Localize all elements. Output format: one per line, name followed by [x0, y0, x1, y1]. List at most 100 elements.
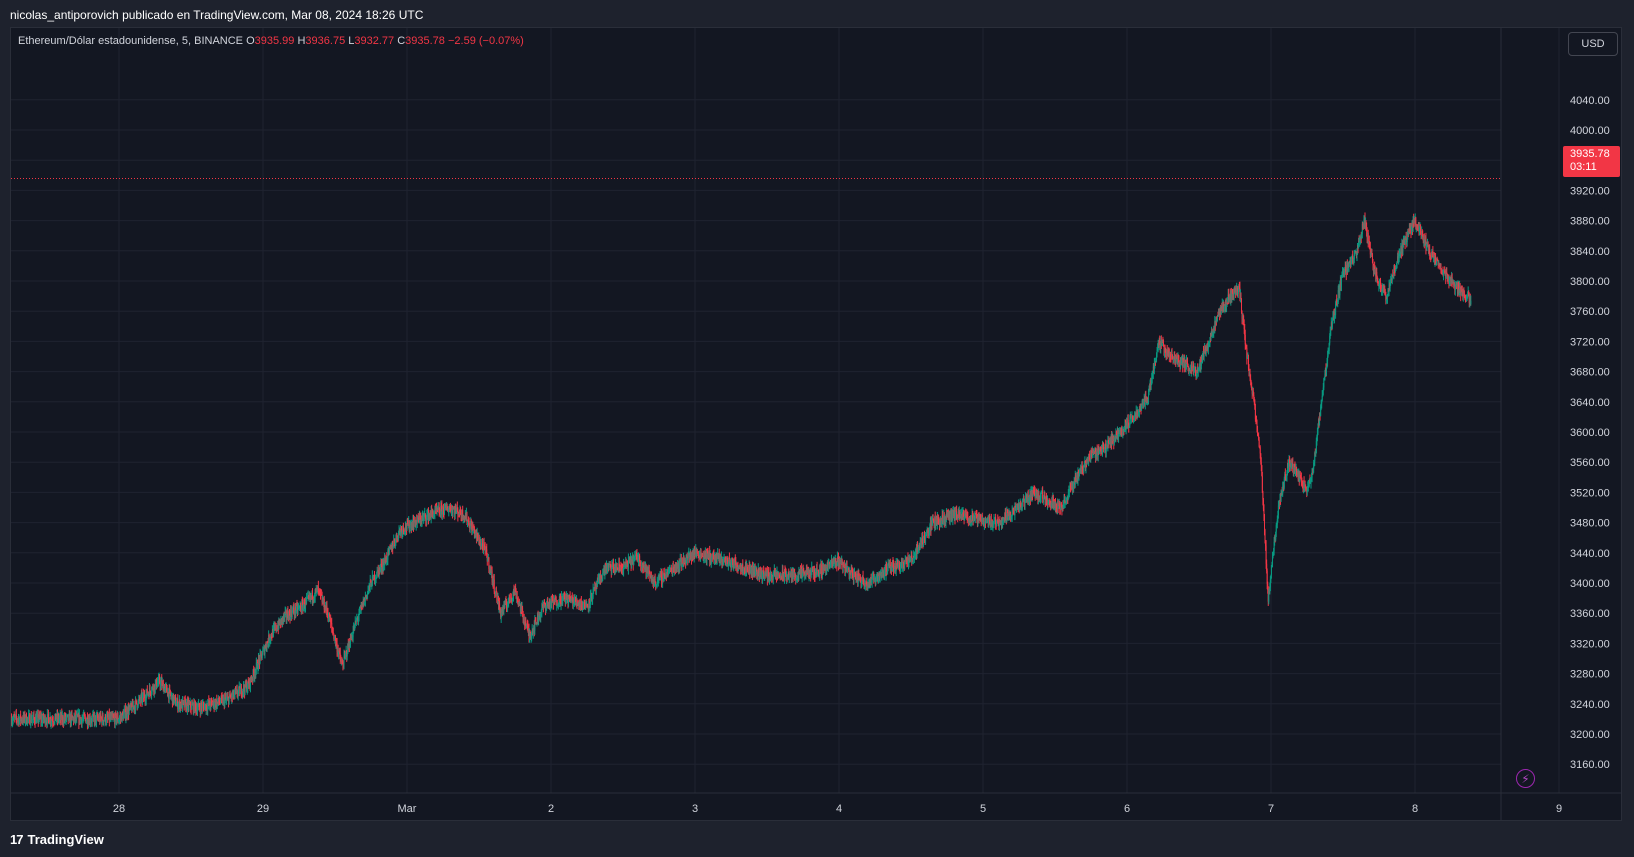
candle-body — [1111, 436, 1113, 446]
candle-body — [853, 574, 855, 580]
candle-body — [683, 556, 685, 562]
candle-body — [1169, 356, 1171, 358]
candle-body — [784, 570, 786, 572]
candle-body — [893, 564, 895, 571]
candle-body — [746, 566, 748, 568]
candle-body — [1188, 367, 1190, 371]
candle-body — [1306, 489, 1308, 493]
candle-body — [925, 534, 927, 540]
candle-body — [237, 691, 239, 696]
candle-body — [949, 512, 951, 522]
candle-body — [1020, 506, 1022, 510]
candle-body — [384, 558, 386, 562]
candle-body — [418, 519, 420, 523]
candle-body — [321, 595, 323, 603]
candle-body — [274, 626, 276, 628]
candle-body — [635, 553, 637, 555]
candle-body — [1092, 452, 1094, 454]
candle-body — [471, 525, 473, 533]
candle-body — [661, 581, 663, 583]
candle-body — [728, 557, 730, 564]
candle-body — [1215, 320, 1217, 323]
candle-body — [1154, 362, 1156, 364]
candle-body — [345, 652, 347, 656]
candle-body — [245, 683, 247, 687]
candle-body — [206, 704, 208, 709]
candle-body — [899, 567, 901, 569]
candle-body — [1254, 409, 1256, 420]
candle-body — [588, 599, 590, 606]
candle-body — [506, 604, 508, 607]
candle-body — [603, 568, 605, 573]
candle-body — [673, 568, 675, 571]
candle-body — [317, 586, 319, 590]
candle-body — [214, 701, 216, 706]
candle-body — [1111, 436, 1113, 446]
candle-body — [928, 532, 930, 534]
candle-body — [73, 717, 75, 722]
candle-body — [456, 507, 458, 510]
candle-body — [1049, 502, 1051, 506]
candle-body — [841, 560, 843, 565]
candle-body — [233, 694, 235, 697]
candle-body — [1237, 291, 1239, 295]
candle-body — [161, 682, 163, 686]
candle-body — [395, 533, 397, 539]
candle-body — [348, 642, 350, 649]
candle-body — [638, 555, 640, 557]
candle-body — [1099, 447, 1101, 451]
candle-body — [631, 559, 633, 566]
candle-body — [347, 644, 349, 654]
candle-body — [353, 627, 355, 632]
candle-body — [1318, 421, 1320, 426]
x-tick-label: 3 — [692, 803, 698, 815]
candle-body — [1177, 358, 1179, 362]
candle-body — [1082, 471, 1084, 473]
candle-body — [519, 604, 521, 612]
candle-body — [848, 567, 850, 570]
candle-body — [226, 696, 228, 699]
candle-body — [850, 568, 852, 576]
x-tick-label: 4 — [836, 803, 842, 815]
candle-body — [635, 553, 637, 556]
candle-body — [384, 558, 386, 565]
candle-body — [173, 698, 175, 703]
candle-body — [301, 602, 303, 604]
candle-body — [820, 565, 822, 574]
candle-body — [855, 574, 857, 580]
candle-body — [755, 569, 757, 571]
candle-body — [604, 568, 606, 575]
candle-body — [1129, 416, 1131, 420]
candle-body — [255, 669, 257, 674]
candle-body — [957, 512, 959, 520]
candle-body — [307, 596, 309, 598]
candle-body — [556, 603, 558, 606]
candle-body — [966, 515, 968, 518]
candle-body — [436, 509, 438, 511]
candle-body — [758, 572, 760, 577]
candle-body — [867, 582, 869, 588]
candle-body — [1316, 433, 1318, 437]
candle-body — [964, 513, 966, 516]
candle-body — [427, 510, 429, 514]
candle-body — [493, 579, 495, 583]
candle-body — [782, 574, 784, 578]
candle-body — [551, 598, 553, 606]
candle-body — [209, 700, 211, 706]
candle-body — [637, 558, 639, 562]
candle-body — [930, 521, 932, 531]
candle-body — [1100, 450, 1102, 452]
candle-body — [99, 714, 101, 722]
candle-body — [1101, 450, 1103, 452]
chart-pane[interactable] — [10, 27, 1622, 821]
candle-body — [1080, 468, 1082, 471]
candle-body — [546, 602, 548, 606]
candle-body — [676, 565, 678, 569]
candle-body — [695, 548, 697, 555]
candle-body — [270, 634, 272, 637]
candle-body — [864, 583, 866, 587]
candle-body — [981, 515, 983, 522]
candle-body — [1092, 452, 1094, 454]
candle-body — [994, 519, 996, 521]
